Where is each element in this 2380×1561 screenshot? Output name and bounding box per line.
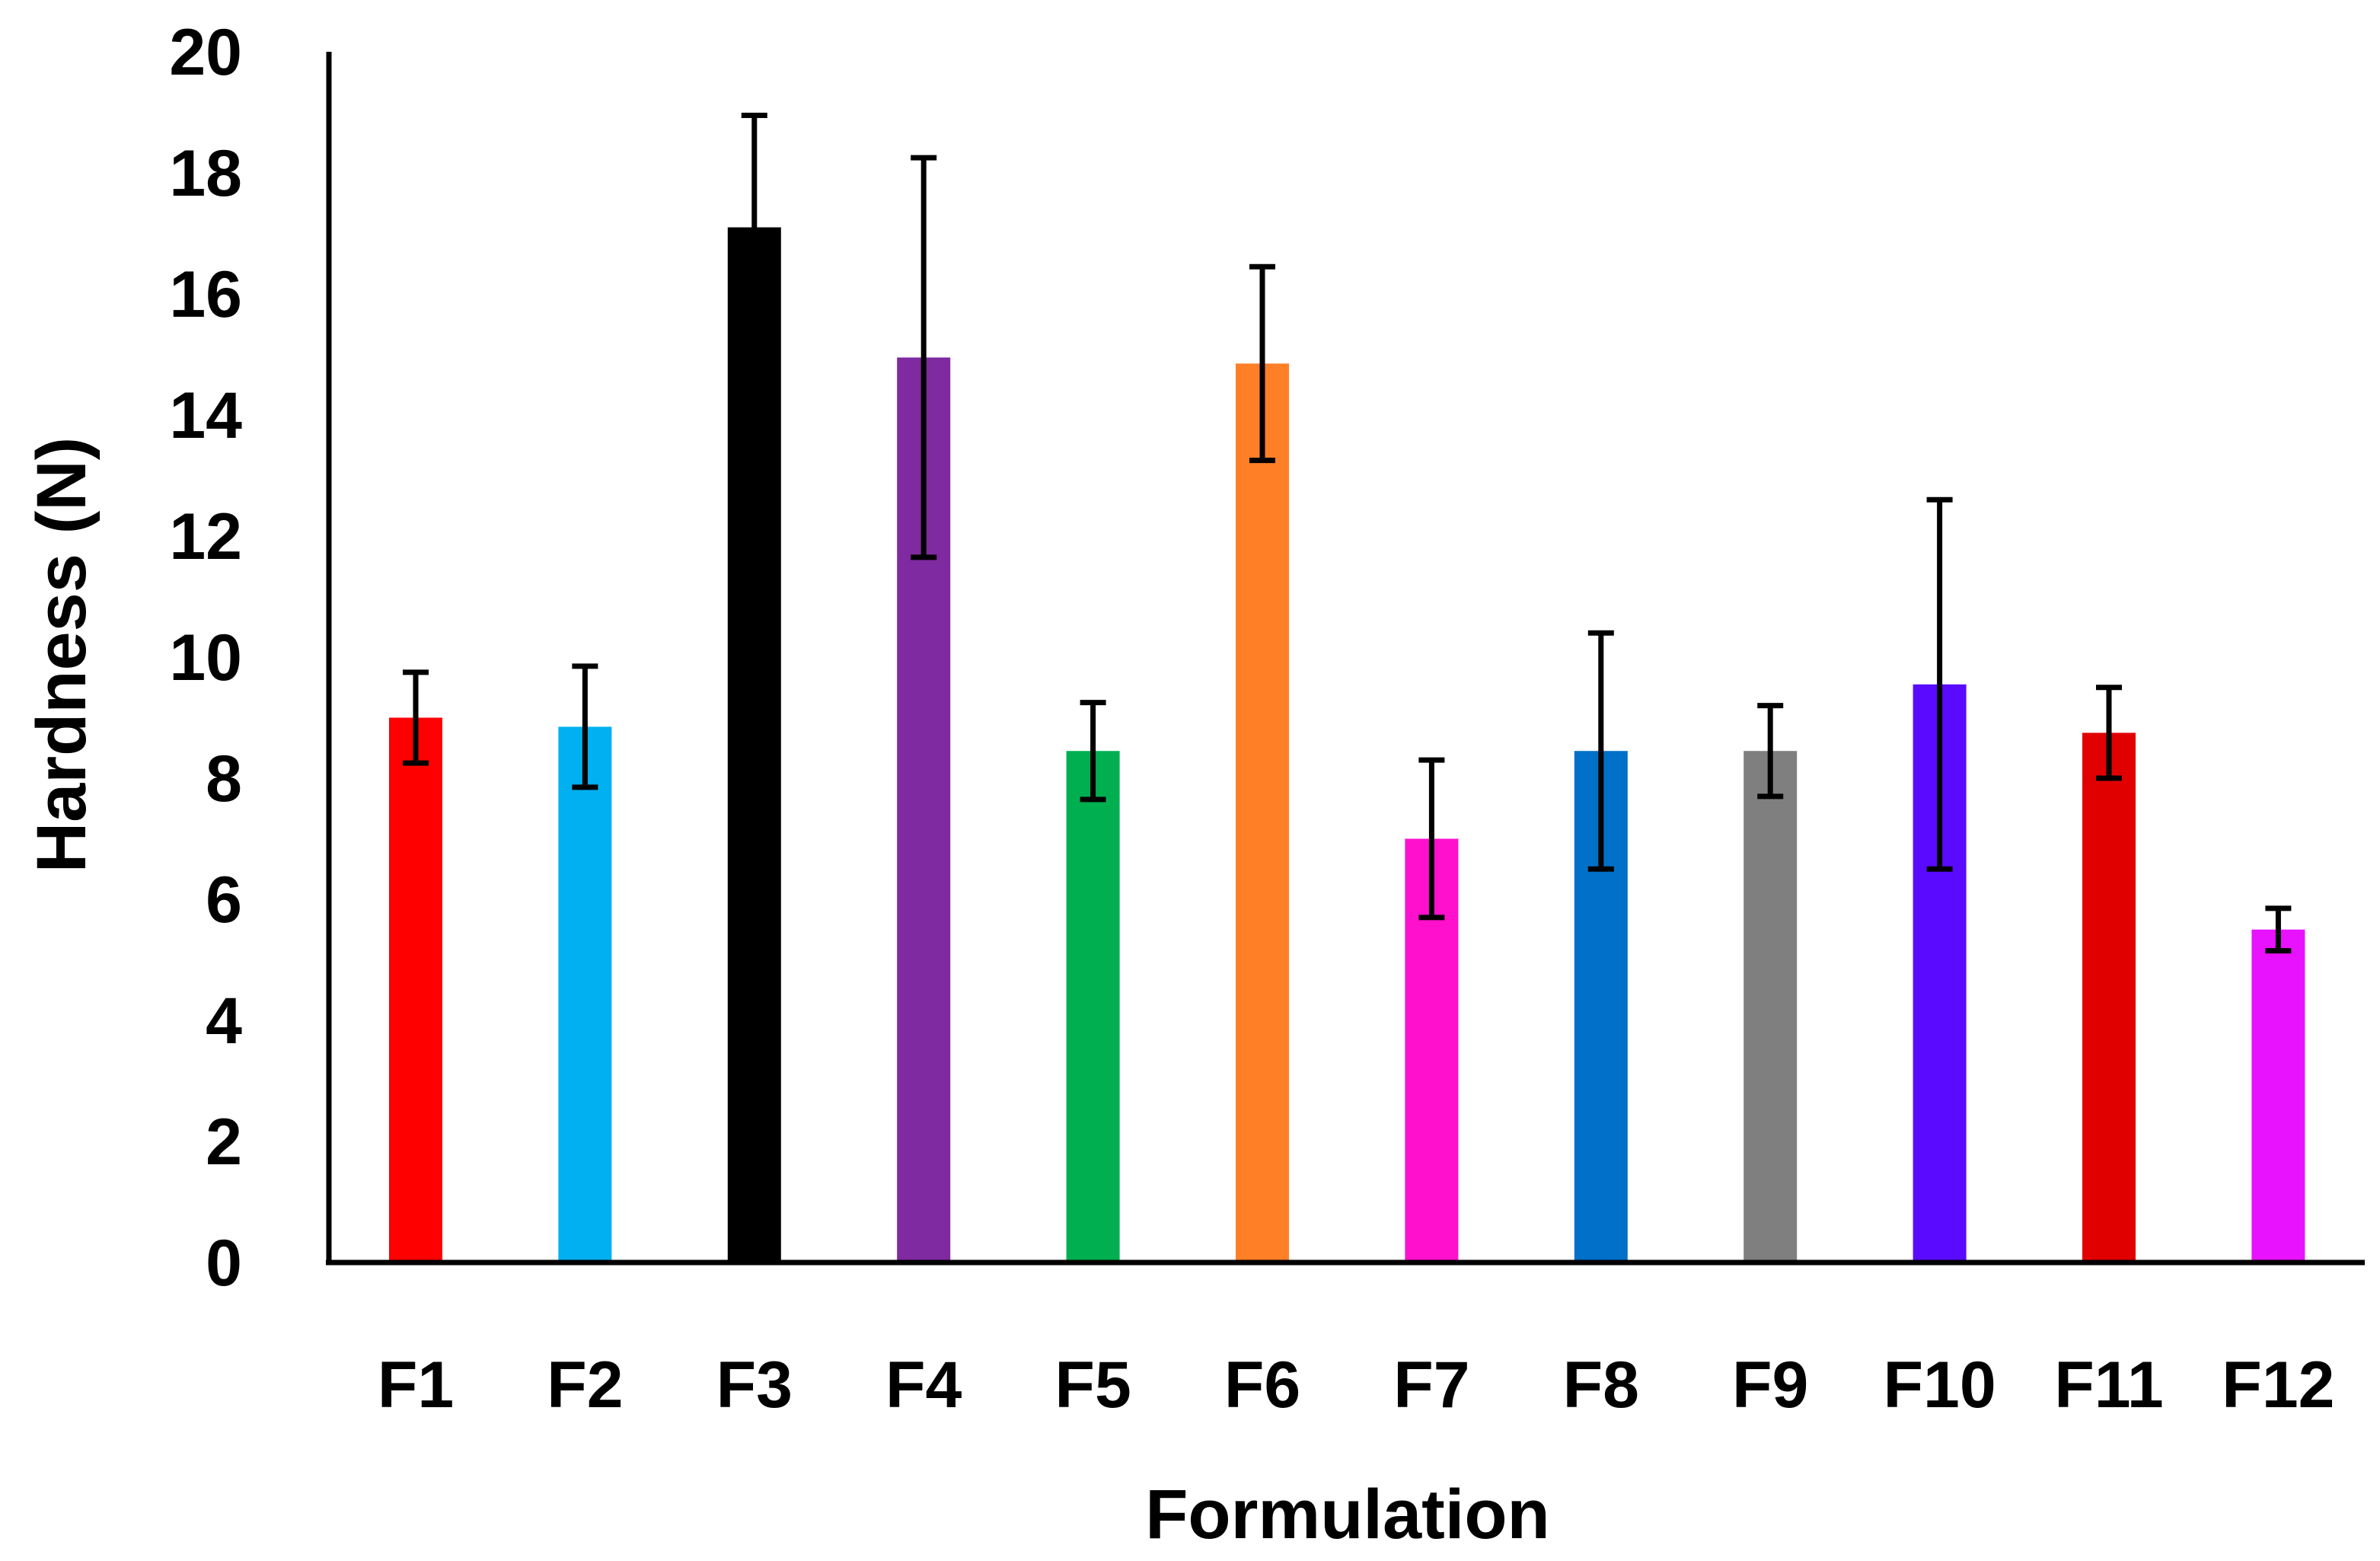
x-tick-label-f2: F2: [547, 1349, 623, 1422]
error-bar-f8: [1587, 630, 1614, 872]
x-tick-label-f6: F6: [1224, 1349, 1300, 1422]
error-bar-f1: [403, 669, 429, 766]
x-tick-label-f3: F3: [716, 1349, 793, 1422]
y-tick-label-10: 10: [169, 621, 242, 694]
axes-layer: [326, 52, 2365, 1266]
x-tick-label-f5: F5: [1054, 1349, 1131, 1422]
x-tick-label-f8: F8: [1563, 1349, 1639, 1422]
y-tick-label-2: 2: [206, 1106, 242, 1179]
bar-f12: [2251, 929, 2305, 1263]
bars-layer: [389, 227, 2305, 1263]
error-bar-f5: [1080, 700, 1106, 803]
error-bars-layer: [403, 112, 2292, 954]
x-category-labels: F1 F2 F3 F4 F5 F6 F7 F8 F9 F10 F11 F12: [378, 1349, 2335, 1422]
bar-f1: [389, 717, 442, 1263]
error-bar-f9: [1757, 703, 1784, 800]
y-axis-title: Hardness (N): [23, 437, 100, 873]
x-tick-label-f1: F1: [378, 1349, 454, 1422]
error-bar-f12: [2265, 905, 2292, 954]
y-tick-label-20: 20: [169, 16, 242, 89]
bar-f11: [2082, 733, 2136, 1263]
y-tick-label-16: 16: [169, 258, 242, 331]
y-tick-label-12: 12: [169, 500, 242, 573]
y-tick-label-6: 6: [206, 863, 242, 937]
x-axis-title: Formulation: [1145, 1476, 1550, 1553]
x-tick-label-f7: F7: [1393, 1349, 1469, 1422]
y-tick-label-4: 4: [206, 985, 242, 1058]
error-bar-f10: [1926, 496, 1953, 872]
bar-f9: [1744, 751, 1798, 1263]
x-tick-label-f12: F12: [2222, 1349, 2334, 1422]
x-tick-label-f9: F9: [1732, 1349, 1808, 1422]
error-bar-f4: [911, 155, 937, 560]
y-tick-labels: 0 2 4 6 8 10 12 14 16 18 20: [169, 16, 242, 1300]
error-bar-f11: [2096, 685, 2122, 781]
y-tick-label-14: 14: [169, 379, 242, 452]
bar-f5: [1066, 751, 1120, 1263]
y-tick-label-8: 8: [206, 742, 242, 816]
error-bar-f7: [1418, 757, 1445, 921]
x-tick-label-f10: F10: [1883, 1349, 1996, 1422]
y-tick-label-18: 18: [169, 137, 242, 210]
x-tick-label-f11: F11: [2054, 1349, 2163, 1422]
bar-f3: [727, 227, 781, 1263]
x-tick-label-f4: F4: [885, 1349, 962, 1422]
bar-f2: [558, 726, 612, 1263]
error-bar-f6: [1249, 263, 1275, 464]
y-tick-label-0: 0: [206, 1227, 242, 1300]
bar-f6: [1236, 363, 1289, 1263]
error-bar-f3: [741, 112, 767, 343]
error-bar-f2: [572, 663, 598, 790]
